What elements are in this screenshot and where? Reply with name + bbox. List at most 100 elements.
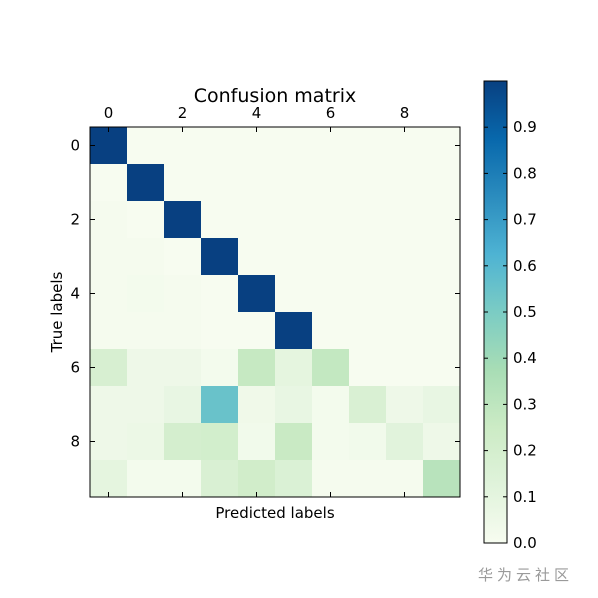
- heatmap-cell-7-2: [164, 386, 202, 424]
- heatmap-cell-0-6: [312, 127, 350, 165]
- plot-frame: [89, 126, 461, 498]
- x-tick-label: 0: [104, 104, 114, 122]
- heatmap-cell-1-8: [386, 164, 424, 202]
- heatmap-cell-8-3: [201, 423, 239, 461]
- heatmap-cell-8-5: [275, 423, 313, 461]
- heatmap-cell-3-3: [201, 238, 239, 276]
- y-tick-label: 6: [70, 359, 80, 377]
- y-tick-label: 2: [70, 211, 80, 229]
- heatmap-cell-3-5: [275, 238, 313, 276]
- colorbar-tick-label: 0.1: [513, 488, 537, 506]
- heatmap-cell-7-1: [127, 386, 165, 424]
- heatmap-cell-8-7: [349, 423, 387, 461]
- y-axis-label: True labels: [48, 271, 66, 353]
- heatmap-cells: [90, 127, 461, 498]
- heatmap-cell-0-7: [349, 127, 387, 165]
- heatmap-cell-5-3: [201, 312, 239, 350]
- heatmap-cell-4-6: [312, 275, 350, 313]
- y-tick-label: 4: [70, 285, 80, 303]
- heatmap-cell-5-2: [164, 312, 202, 350]
- heatmap-cell-2-0: [90, 201, 128, 239]
- heatmap-cell-2-1: [127, 201, 165, 239]
- heatmap-cell-8-2: [164, 423, 202, 461]
- heatmap-cell-9-3: [201, 460, 239, 498]
- colorbar-tick-group: 0.0 0.1 0.2 0.3 0.4 0.5 0.6 0.7 0.8 0.9: [484, 118, 537, 552]
- heatmap-cell-5-0: [90, 312, 128, 350]
- heatmap-cell-9-6: [312, 460, 350, 498]
- heatmap-cell-4-1: [127, 275, 165, 313]
- heatmap-cell-6-5: [275, 349, 313, 387]
- x-axis-label: Predicted labels: [215, 504, 334, 522]
- heatmap-cell-0-8: [386, 127, 424, 165]
- heatmap-cell-6-7: [349, 349, 387, 387]
- heatmap-cell-4-3: [201, 275, 239, 313]
- heatmap-cell-8-0: [90, 423, 128, 461]
- heatmap-cell-3-9: [423, 238, 461, 276]
- heatmap-cell-1-6: [312, 164, 350, 202]
- heatmap-cell-9-1: [127, 460, 165, 498]
- heatmap-cell-7-0: [90, 386, 128, 424]
- heatmap-cell-1-1: [127, 164, 165, 202]
- x-tick-label: 2: [178, 104, 188, 122]
- heatmap-cell-5-8: [386, 312, 424, 350]
- heatmap-cell-0-9: [423, 127, 461, 165]
- heatmap-cell-1-0: [90, 164, 128, 202]
- heatmap-cell-7-7: [349, 386, 387, 424]
- heatmap-cell-6-6: [312, 349, 350, 387]
- heatmap-cell-5-1: [127, 312, 165, 350]
- heatmap-cell-4-2: [164, 275, 202, 313]
- heatmap-cell-0-3: [201, 127, 239, 165]
- heatmap-cell-3-4: [238, 238, 276, 276]
- heatmap-cell-8-1: [127, 423, 165, 461]
- colorbar-tick-label: 0.3: [513, 395, 537, 413]
- heatmap-cell-3-0: [90, 238, 128, 276]
- heatmap-cell-3-6: [312, 238, 350, 276]
- heatmap-cell-9-9: [423, 460, 461, 498]
- heatmap-cell-2-9: [423, 201, 461, 239]
- heatmap-cell-1-9: [423, 164, 461, 202]
- heatmap-cell-7-9: [423, 386, 461, 424]
- heatmap-cell-1-2: [164, 164, 202, 202]
- heatmap-cell-6-9: [423, 349, 461, 387]
- heatmap-cell-7-8: [386, 386, 424, 424]
- heatmap-cell-2-8: [386, 201, 424, 239]
- colorbar-tick-label: 0.2: [513, 442, 537, 460]
- heatmap-cell-8-4: [238, 423, 276, 461]
- heatmap-cell-4-9: [423, 275, 461, 313]
- heatmap-cell-4-8: [386, 275, 424, 313]
- colorbar-tick-label: 0.8: [513, 164, 537, 182]
- heatmap-cell-5-4: [238, 312, 276, 350]
- heatmap-cell-8-6: [312, 423, 350, 461]
- x-tick-label: 6: [326, 104, 336, 122]
- heatmap-cell-3-7: [349, 238, 387, 276]
- heatmap-cell-2-4: [238, 201, 276, 239]
- heatmap-cell-1-4: [238, 164, 276, 202]
- colorbar-tick-label: 0.5: [513, 303, 537, 321]
- heatmap-cell-9-0: [90, 460, 128, 498]
- heatmap-cell-6-8: [386, 349, 424, 387]
- heatmap-cell-6-2: [164, 349, 202, 387]
- heatmap-cell-2-6: [312, 201, 350, 239]
- heatmap-cell-1-5: [275, 164, 313, 202]
- heatmap-cell-7-5: [275, 386, 313, 424]
- heatmap-cell-3-8: [386, 238, 424, 276]
- heatmap-cell-3-2: [164, 238, 202, 276]
- heatmap-cell-3-1: [127, 238, 165, 276]
- colorbar-tick-label: 0.6: [513, 257, 537, 275]
- heatmap-cell-5-5: [275, 312, 313, 350]
- heatmap-cell-4-7: [349, 275, 387, 313]
- heatmap-cell-5-7: [349, 312, 387, 350]
- heatmap-cell-9-5: [275, 460, 313, 498]
- heatmap-cell-5-6: [312, 312, 350, 350]
- heatmap-cell-9-2: [164, 460, 202, 498]
- heatmap-cell-4-5: [275, 275, 313, 313]
- heatmap-cell-6-0: [90, 349, 128, 387]
- heatmap-cell-1-3: [201, 164, 239, 202]
- colorbar-tick-label: 0.0: [513, 534, 537, 552]
- heatmap-cell-0-1: [127, 127, 165, 165]
- y-tick-label: 0: [70, 137, 80, 155]
- heatmap-cell-9-4: [238, 460, 276, 498]
- heatmap-cell-8-8: [386, 423, 424, 461]
- y-tick-group: 0 2 4 6 8: [70, 137, 460, 451]
